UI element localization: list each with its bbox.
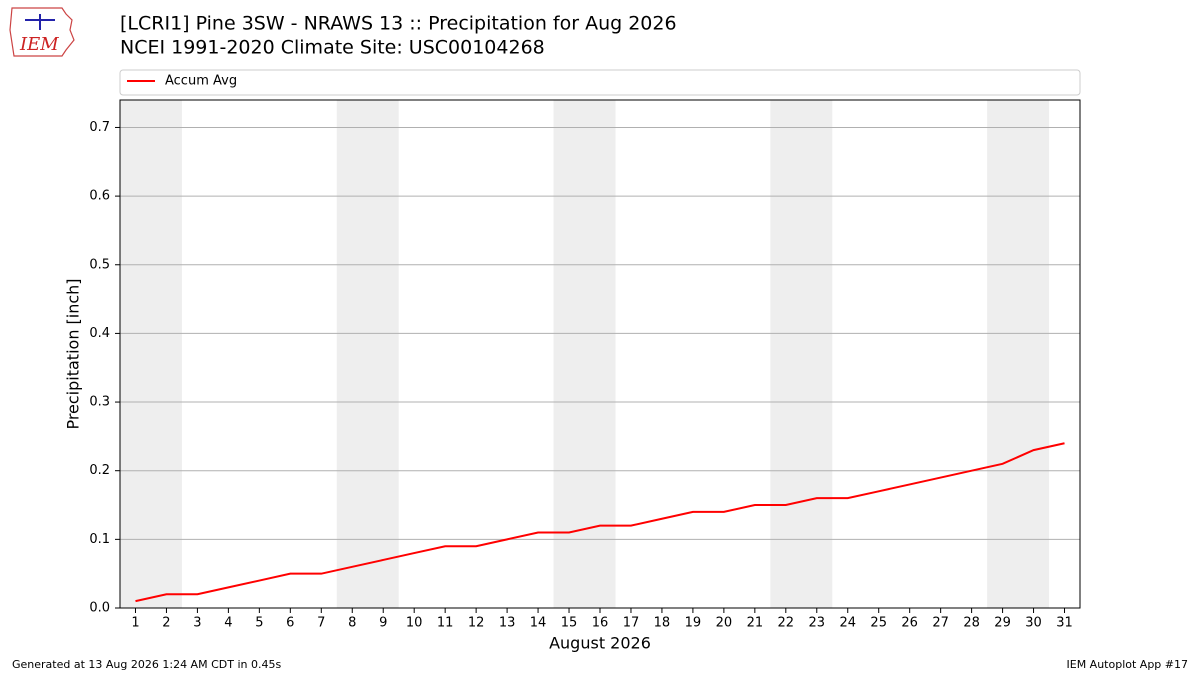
weekend-shade: [336, 100, 399, 608]
x-tick-label: 20: [716, 616, 733, 631]
x-tick-label: 5: [255, 616, 263, 631]
x-tick-label: 24: [839, 616, 856, 631]
x-tick-label: 15: [561, 616, 578, 631]
x-tick-label: 14: [530, 616, 547, 631]
y-tick-label: 0.6: [89, 189, 110, 204]
x-tick-label: 12: [468, 616, 485, 631]
weekend-shade: [770, 100, 833, 608]
x-tick-label: 10: [406, 616, 423, 631]
logo: IEM: [9, 7, 75, 57]
y-tick-label: 0.4: [89, 326, 110, 341]
x-tick-label: 29: [994, 616, 1011, 631]
x-tick-label: 18: [654, 616, 671, 631]
x-axis-label: August 2026: [549, 634, 651, 653]
legend-label: Accum Avg: [165, 74, 237, 89]
chart-subtitle: NCEI 1991-2020 Climate Site: USC00104268: [120, 37, 545, 59]
x-tick-label: 27: [932, 616, 949, 631]
x-tick-label: 22: [778, 616, 795, 631]
weekend-shade: [120, 100, 182, 608]
x-tick-label: 17: [623, 616, 640, 631]
x-tick-label: 21: [747, 616, 764, 631]
x-tick-label: 6: [286, 616, 294, 631]
chart-title: [LCRI1] Pine 3SW - NRAWS 13 :: Precipita…: [120, 13, 677, 35]
x-tick-label: 3: [193, 616, 201, 631]
weekend-shade: [987, 100, 1050, 608]
x-tick-label: 23: [809, 616, 826, 631]
x-tick-label: 16: [592, 616, 609, 631]
x-tick-label: 30: [1025, 616, 1042, 631]
plot-frame: [119, 99, 1081, 609]
x-tick-label: 31: [1056, 616, 1073, 631]
y-tick-label: 0.1: [89, 532, 110, 547]
x-tick-label: 13: [499, 616, 516, 631]
x-tick-label: 4: [224, 616, 232, 631]
x-tick-label: 2: [162, 616, 170, 631]
x-tick-label: 11: [437, 616, 454, 631]
x-tick-label: 28: [963, 616, 980, 631]
y-tick-label: 0.0: [89, 601, 110, 616]
weekend-shade: [553, 100, 616, 608]
x-tick-label: 26: [901, 616, 918, 631]
x-tick-label: 25: [870, 616, 887, 631]
series-line: [135, 442, 1065, 603]
y-tick-label: 0.3: [89, 395, 110, 410]
logo-text: IEM: [19, 34, 59, 55]
y-tick-label: 0.7: [89, 120, 110, 135]
footer-right: IEM Autoplot App #17: [1067, 658, 1189, 671]
y-tick-label: 0.2: [89, 463, 110, 478]
x-tick-label: 19: [685, 616, 702, 631]
x-tick-label: 7: [317, 616, 325, 631]
legend-box: [119, 69, 1081, 96]
y-tick-label: 0.5: [89, 257, 110, 272]
x-tick-label: 1: [131, 616, 139, 631]
x-tick-label: 8: [348, 616, 356, 631]
footer-left: Generated at 13 Aug 2026 1:24 AM CDT in …: [12, 658, 281, 671]
x-tick-label: 9: [379, 616, 387, 631]
y-axis-label: Precipitation [inch]: [64, 278, 83, 429]
